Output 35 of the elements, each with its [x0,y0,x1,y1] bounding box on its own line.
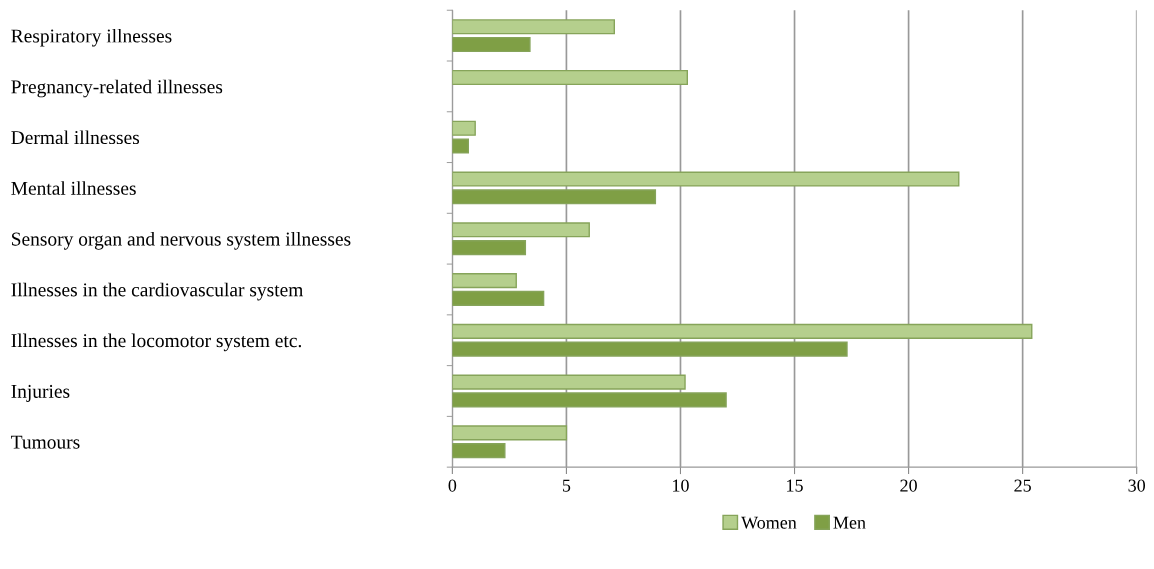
legend-label: Men [833,516,866,529]
y-tick-label: Dermal illnesses [11,130,140,145]
x-tick-label: 30 [1128,479,1146,492]
bar [452,273,517,289]
x-tick-label: 10 [673,479,689,492]
bar [452,189,657,205]
x-tick-label: 25 [1014,479,1031,492]
y-tick-label: Pregnancy-related illnesses [11,79,223,98]
legend-label: Women [741,516,797,529]
x-tick-label: 15 [787,479,803,492]
y-tick-label: Illnesses in the cardiovascular system [11,282,304,301]
y-tick-label: Respiratory illnesses [11,28,172,47]
bar [452,323,1033,339]
bar [452,341,848,357]
x-tick-label: 20 [900,479,917,492]
x-tick-label: 5 [562,479,571,492]
x-tick-label: 0 [448,479,457,492]
bar [452,425,568,441]
bar [452,392,727,408]
y-tick-label: Mental illnesses [11,181,136,195]
bar [452,290,545,306]
bar [452,19,616,35]
y-tick-label: Sensory organ and nervous system illnesses [12,231,351,250]
bar [452,222,590,238]
bar [452,138,470,154]
bar [452,69,689,86]
bar [452,443,506,459]
bar [452,120,476,136]
bar [452,171,960,187]
y-tick-label: Tumours [11,435,80,449]
y-tick-label: Injuries [11,384,70,402]
bar [452,36,531,53]
y-tick-label: Illnesses in the locomotor system etc. [11,333,302,352]
bar [452,240,527,256]
bar [452,374,686,390]
